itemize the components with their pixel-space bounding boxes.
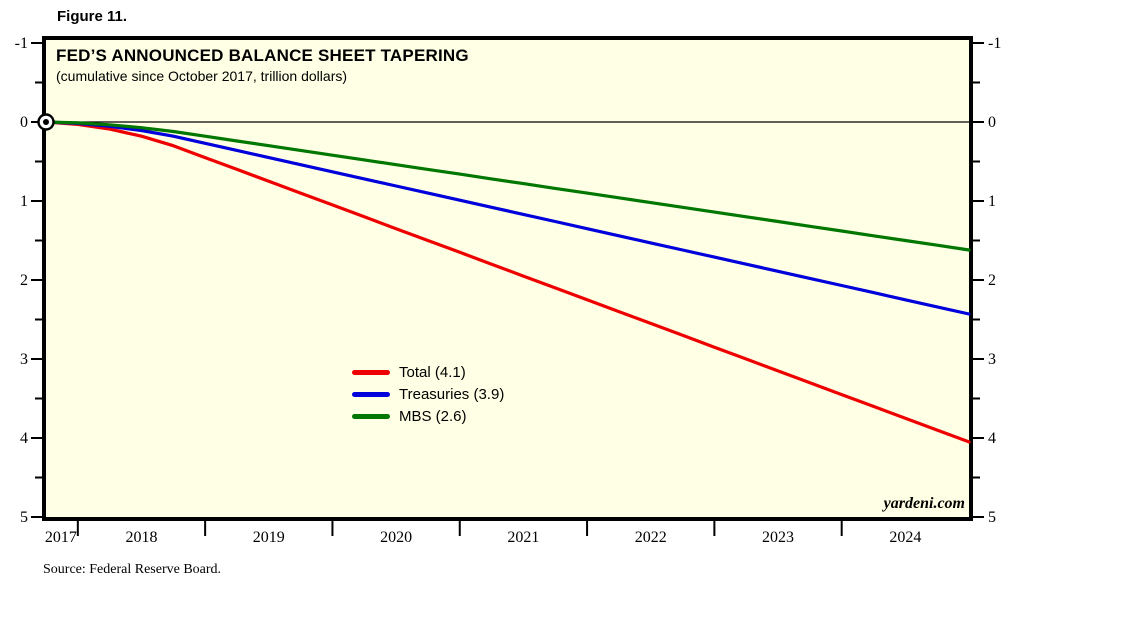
- legend: Total (4.1) Treasuries (3.9) MBS (2.6): [352, 361, 504, 427]
- legend-item-mbs: MBS (2.6): [352, 405, 504, 427]
- y-tick-label-left: 3: [20, 351, 28, 368]
- legend-label-mbs: MBS (2.6): [399, 407, 467, 425]
- y-tick-label-left: 4: [20, 430, 28, 447]
- legend-item-total: Total (4.1): [352, 361, 504, 383]
- x-year-label: 2020: [380, 529, 412, 546]
- origin-marker-dot: [43, 119, 49, 125]
- x-year-label: 2019: [253, 529, 285, 546]
- y-axis: -1 -1 0 0 1 1 2 2 3 3 4 4 5 5: [15, 35, 1002, 526]
- source-note: Source: Federal Reserve Board.: [43, 562, 222, 577]
- y-tick-label-right: 3: [988, 351, 996, 368]
- x-year-label: 2018: [125, 529, 157, 546]
- y-tick-label-right: -1: [988, 35, 1001, 52]
- y-tick-label-right: 0: [988, 114, 996, 131]
- legend-label-treasuries: Treasuries (3.9): [399, 385, 505, 403]
- x-year-label: 2023: [762, 529, 794, 546]
- legend-item-treasuries: Treasuries (3.9): [352, 383, 504, 405]
- x-year-label: 2017: [45, 529, 77, 546]
- y-tick-label-left: 1: [20, 193, 28, 210]
- y-tick-label-left: 0: [20, 114, 28, 131]
- y-tick-label-left: -1: [15, 35, 28, 52]
- y-tick-label-right: 4: [988, 430, 996, 447]
- series-line-total: [44, 120, 971, 444]
- y-tick-label-right: 5: [988, 509, 996, 526]
- legend-label-total: Total (4.1): [399, 363, 466, 381]
- figure-label: Figure 11.: [57, 8, 128, 25]
- series-line-treasuries: [44, 120, 971, 316]
- plot-frame: [42, 36, 973, 521]
- x-year-label: 2021: [507, 529, 539, 546]
- legend-swatch-treasuries: [352, 391, 390, 397]
- legend-swatch-total: [352, 369, 390, 375]
- y-tick-label-right: 2: [988, 272, 996, 289]
- chart-title: FED’S ANNOUNCED BALANCE SHEET TAPERING: [56, 46, 469, 65]
- series-line-mbs: [44, 120, 971, 252]
- legend-swatch-mbs: [352, 413, 390, 419]
- x-year-label: 2024: [889, 529, 921, 546]
- title-block: FED’S ANNOUNCED BALANCE SHEET TAPERING (…: [56, 46, 469, 84]
- watermark: yardeni.com: [883, 495, 965, 512]
- y-tick-label-left: 2: [20, 272, 28, 289]
- y-tick-label-right: 1: [988, 193, 996, 210]
- x-year-label: 2022: [635, 529, 667, 546]
- x-axis: 2017 2018 2019 2020 2021 2022 2023 2024: [45, 521, 921, 546]
- chart-subtitle: (cumulative since October 2017, trillion…: [56, 68, 348, 84]
- y-tick-label-left: 5: [20, 509, 28, 526]
